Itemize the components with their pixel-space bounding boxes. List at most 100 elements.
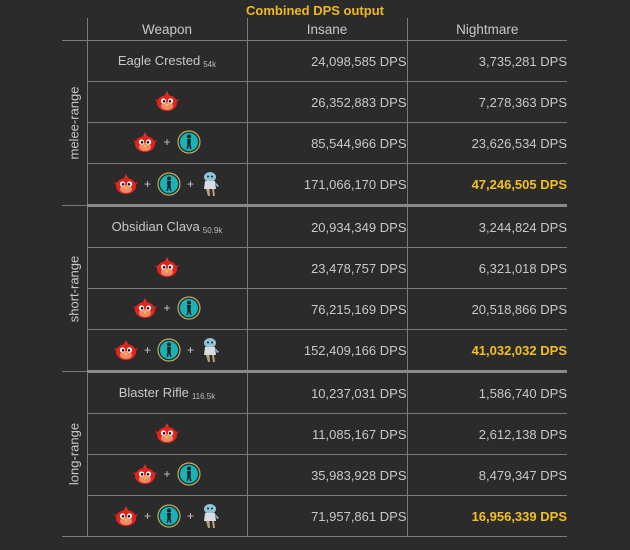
plus-sign: + xyxy=(143,176,151,191)
nightmare-dps-cell: 16,956,339 DPS xyxy=(407,495,567,537)
table-row: 26,352,883 DPS 7,278,363 DPS xyxy=(62,81,567,123)
red-bird-icon xyxy=(155,90,179,111)
weapon-cell: + xyxy=(87,288,248,330)
weapon-cell: + + xyxy=(87,495,248,537)
dps-unit: DPS xyxy=(379,301,407,317)
weapon-cell: + + xyxy=(87,163,248,207)
insane-dps-cell: 152,409,166 DPS xyxy=(247,329,408,373)
nightmare-dps-value: 20,518,866 xyxy=(471,301,537,317)
dps-unit: DPS xyxy=(540,342,567,358)
weapon-subscript: 50.9k xyxy=(202,226,223,235)
insane-dps-cell: 23,478,757 DPS xyxy=(247,247,408,289)
table-row: + 85,544,966 DPS 23,626,534 DPS xyxy=(62,122,567,164)
table-row: 11,085,167 DPS 2,612,138 DPS xyxy=(62,413,567,455)
pet-figure-icon xyxy=(204,171,220,196)
dps-unit: DPS xyxy=(540,135,567,151)
insane-dps-value: 23,478,757 xyxy=(311,260,377,276)
weapon-name: Obsidian Clava xyxy=(111,219,200,234)
dps-unit: DPS xyxy=(379,260,407,276)
insane-dps-value: 20,934,349 xyxy=(311,219,377,235)
insane-dps-cell: 20,934,349 DPS xyxy=(247,205,408,248)
red-bird-icon xyxy=(113,173,138,194)
plus-sign: + xyxy=(163,135,171,149)
group-label: melee-range xyxy=(66,86,82,160)
insane-dps-value: 11,085,167 xyxy=(312,426,377,442)
weapon-cell xyxy=(87,413,248,455)
group-label: short-range xyxy=(66,255,82,322)
nightmare-dps-value: 23,626,534 xyxy=(471,135,537,151)
insane-dps-value: 152,409,166 xyxy=(303,342,377,358)
nightmare-dps-value: 6,321,018 xyxy=(478,260,537,276)
nightmare-dps-value: 1,586,740 xyxy=(478,385,537,401)
red-bird-icon xyxy=(155,256,179,277)
dps-unit: DPS xyxy=(379,53,407,69)
insane-dps-cell: 11,085,167 DPS xyxy=(247,413,408,455)
nightmare-dps-value: 2,612,138 xyxy=(478,426,537,442)
insane-dps-value: 85,544,966 xyxy=(311,135,377,151)
header-nightmare: Nightmare xyxy=(407,18,567,41)
nightmare-dps-cell: 20,518,866 DPS xyxy=(407,288,567,330)
red-bird-icon xyxy=(155,422,179,443)
plus-sign: + xyxy=(143,342,151,357)
group-cell: long-range xyxy=(62,371,88,537)
insane-dps-value: 171,066,170 xyxy=(303,176,377,192)
plus-sign: + xyxy=(163,301,171,315)
weapon-cell: Blaster Rifle 116.5k xyxy=(87,371,248,414)
weapon-name: Eagle Crested xyxy=(117,53,201,68)
plus-sign: + xyxy=(187,508,195,523)
icon-combo: + + xyxy=(113,171,220,197)
weapon-subscript: 54k xyxy=(203,60,217,69)
weapon-cell: + xyxy=(87,122,248,164)
plus-sign: + xyxy=(143,508,151,523)
insane-dps-cell: 71,957,861 DPS xyxy=(247,495,408,537)
weapon-cell: + + xyxy=(87,329,248,373)
insane-dps-cell: 85,544,966 DPS xyxy=(247,122,408,164)
dps-unit: DPS xyxy=(379,94,407,110)
dps-unit: DPS xyxy=(379,219,407,235)
insane-dps-cell: 24,098,585 DPS xyxy=(247,40,408,82)
table-row: + 35,983,928 DPS 8,479,347 DPS xyxy=(62,454,567,496)
nightmare-dps-value: 16,956,339 xyxy=(471,508,537,524)
dps-unit: DPS xyxy=(379,135,407,151)
nightmare-dps-cell: 3,735,281 DPS xyxy=(407,40,567,82)
insane-dps-cell: 35,983,928 DPS xyxy=(247,454,408,496)
dps-unit: DPS xyxy=(540,508,567,524)
nightmare-dps-cell: 6,321,018 DPS xyxy=(407,247,567,289)
red-bird-icon xyxy=(133,132,158,152)
icon-combo: + + xyxy=(113,337,220,363)
weapon-name: Blaster Rifle xyxy=(118,385,189,400)
icon-combo: + xyxy=(133,130,201,154)
cyan-figure-icon xyxy=(157,171,181,196)
dps-table: Weapon Insane Nightmare melee-range Eagle… xyxy=(62,18,567,537)
red-bird-icon xyxy=(133,464,158,484)
dps-unit: DPS xyxy=(379,342,407,358)
weapon-cell xyxy=(87,247,248,289)
weapon-subscript: 116.5k xyxy=(191,392,216,401)
insane-dps-cell: 26,352,883 DPS xyxy=(247,81,408,123)
table-row: melee-range Eagle Crested 54k 24,098,585 DP… xyxy=(62,40,567,206)
table-row: 23,478,757 DPS 6,321,018 DPS xyxy=(62,247,567,289)
dps-unit: DPS xyxy=(379,467,407,483)
nightmare-dps-cell: 1,586,740 DPS xyxy=(407,371,567,414)
table-row: short-range Obsidian Clava 50.9k 20,934,349… xyxy=(62,205,567,372)
icon-combo: + + xyxy=(113,503,220,529)
dps-unit: DPS xyxy=(540,176,567,192)
icon-combo: + xyxy=(133,296,201,320)
group-label: long-range xyxy=(66,422,82,486)
header-insane: Insane xyxy=(247,18,408,41)
cyan-figure-icon xyxy=(176,130,201,154)
dps-unit: DPS xyxy=(379,508,407,524)
dps-unit: DPS xyxy=(379,385,407,401)
nightmare-dps-value: 3,244,824 xyxy=(478,219,537,235)
dps-unit: DPS xyxy=(540,53,567,69)
icon-combo xyxy=(155,256,179,278)
plus-sign: + xyxy=(163,467,171,481)
chart-title: Combined DPS output xyxy=(246,3,384,18)
red-bird-icon xyxy=(113,505,138,526)
icon-combo xyxy=(155,90,179,112)
dps-unit: DPS xyxy=(379,426,407,442)
table-row: long-range Blaster Rifle 116.5k 10,237,031 … xyxy=(62,371,567,537)
table-row: + + 71,957,861 DPS 16,956,339 DPS xyxy=(62,495,567,537)
nightmare-dps-cell: 23,626,534 DPS xyxy=(407,122,567,164)
nightmare-dps-cell: 3,244,824 DPS xyxy=(407,205,567,248)
